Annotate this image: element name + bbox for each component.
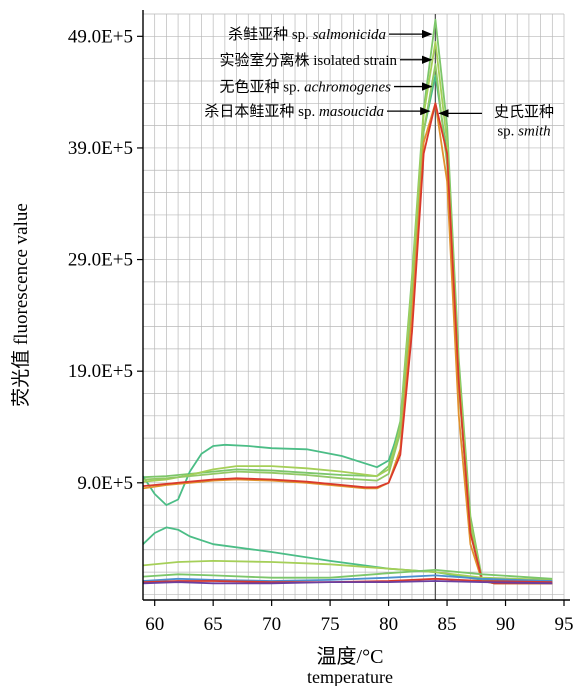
y-tick-label: 29.0E+5: [68, 250, 133, 271]
y-tick-label: 9.0E+5: [77, 473, 133, 494]
annotation-smith-line2: sp. smith: [497, 123, 550, 139]
x-tick-label: 85: [438, 614, 457, 635]
x-tick-label: 60: [145, 614, 164, 635]
grid: [142, 13, 565, 600]
x-tick-label: 90: [496, 614, 515, 635]
series-line-6: [142, 102, 553, 585]
series-line-7: [142, 526, 553, 582]
x-tick-label: 65: [204, 614, 223, 635]
annotation-masoucida: 杀日本鲑亚种 sp. masoucida: [204, 103, 384, 120]
x-tick-label: 75: [321, 614, 340, 635]
y-axis-title: 荧光值 fluorescence value: [10, 203, 32, 407]
x-tick-labels: 60 65 70 75 80 85 90 95: [145, 600, 574, 635]
x-tick-label: 70: [262, 614, 281, 635]
x-axis-title-en: temperature: [307, 667, 393, 686]
x-axis-title: 温度/°C: [317, 645, 384, 668]
series-line-10: [142, 574, 553, 582]
y-tick-labels: 9.0E+5 19.0E+5 29.0E+5 39.0E+5 49.0E+5: [68, 26, 143, 494]
annotation-isolated-strain: 实验室分离株 isolated strain: [220, 52, 398, 69]
y-tick-label: 39.0E+5: [68, 138, 133, 159]
series-group: [142, 18, 553, 585]
annotation-achromogenes: 无色亚种 sp. achromogenes: [219, 79, 391, 96]
y-tick-label: 19.0E+5: [68, 361, 133, 382]
axes: [142, 10, 570, 601]
annotation-salmonicida: 杀鲑亚种 sp. salmonicida: [228, 26, 386, 43]
annotations: 杀鲑亚种 sp. salmonicida 实验室分离株 isolated stra…: [204, 26, 554, 139]
y-tick-label: 49.0E+5: [68, 26, 133, 47]
series-line-12: [142, 580, 553, 585]
series-line-3: [142, 41, 553, 585]
series-line-8: [142, 560, 553, 581]
series-line-9: [142, 569, 553, 580]
series-line-5: [142, 102, 553, 585]
annotation-smith-line1: 史氏亚种: [494, 103, 554, 120]
x-tick-label: 95: [555, 614, 574, 635]
series-line-2: [142, 74, 553, 585]
x-tick-label: 80: [379, 614, 398, 635]
